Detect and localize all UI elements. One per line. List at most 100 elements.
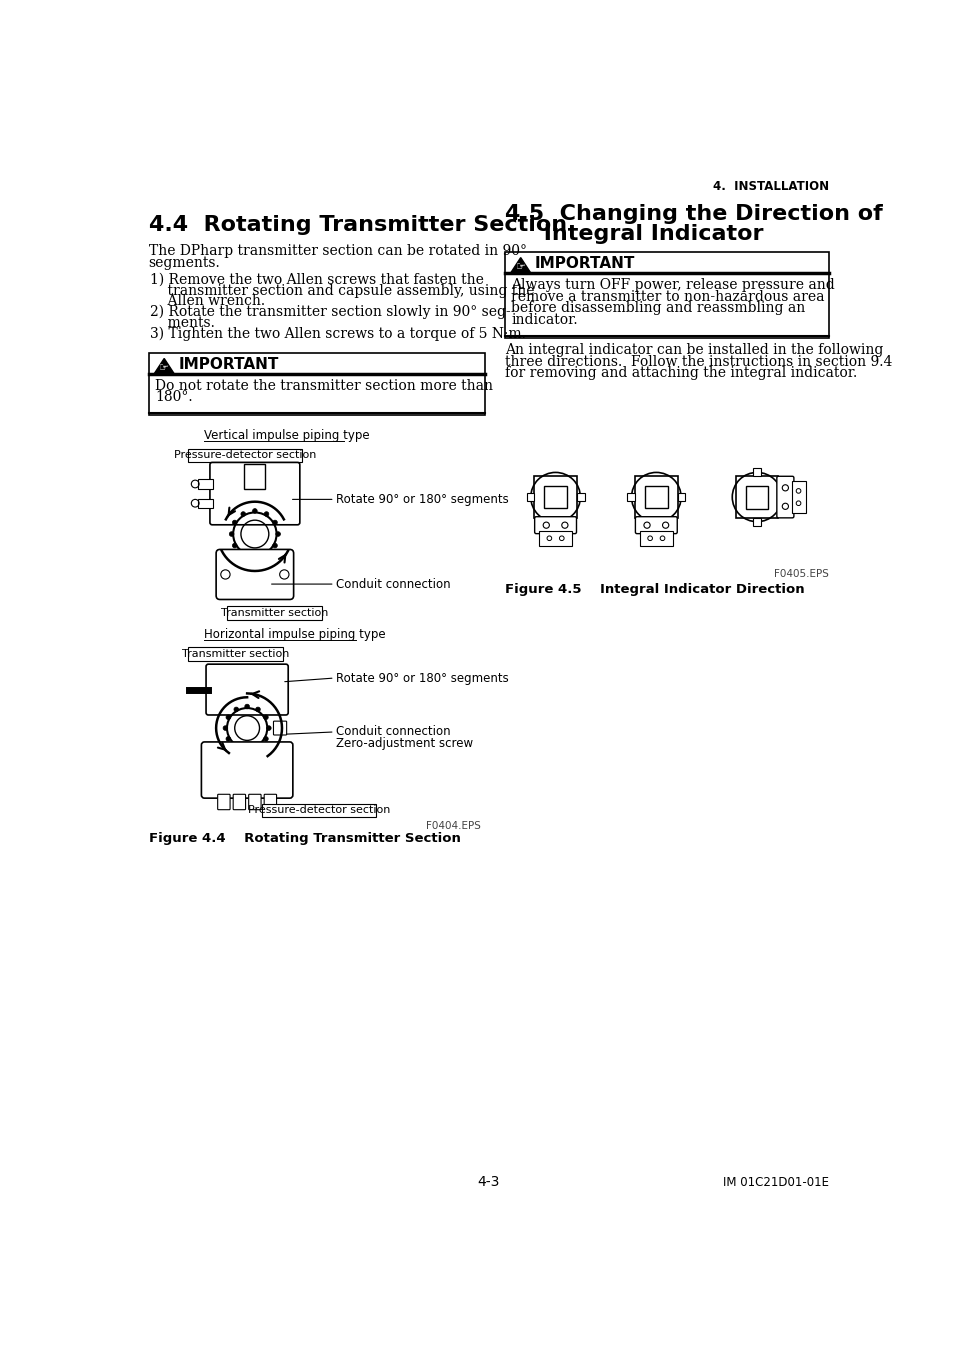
Text: 4-3: 4-3 xyxy=(477,1175,499,1189)
Circle shape xyxy=(229,532,233,536)
Text: Transmitter section: Transmitter section xyxy=(182,648,289,659)
Text: Figure 4.5    Integral Indicator Direction: Figure 4.5 Integral Indicator Direction xyxy=(505,584,804,596)
FancyBboxPatch shape xyxy=(745,485,767,508)
Text: Rotate 90° or 180° segments: Rotate 90° or 180° segments xyxy=(335,493,509,505)
Text: IMPORTANT: IMPORTANT xyxy=(178,357,278,372)
Text: before disassembling and reassmbling an: before disassembling and reassmbling an xyxy=(511,301,804,315)
Text: 4.4  Rotating Transmitter Section: 4.4 Rotating Transmitter Section xyxy=(149,215,566,235)
Circle shape xyxy=(233,520,236,524)
Text: 2) Rotate the transmitter section slowly in 90° seg-: 2) Rotate the transmitter section slowly… xyxy=(150,305,511,319)
Circle shape xyxy=(226,715,231,720)
Text: The DPharp transmitter section can be rotated in 90°: The DPharp transmitter section can be ro… xyxy=(149,245,526,258)
FancyBboxPatch shape xyxy=(197,480,213,489)
Text: ments.: ments. xyxy=(150,316,214,330)
FancyBboxPatch shape xyxy=(249,794,261,809)
FancyBboxPatch shape xyxy=(526,493,534,501)
Text: Allen wrench.: Allen wrench. xyxy=(150,295,265,308)
Polygon shape xyxy=(154,358,174,374)
Text: Pressure-detector section: Pressure-detector section xyxy=(173,450,316,459)
Text: Horizontal impulse piping type: Horizontal impulse piping type xyxy=(204,628,386,640)
Text: Figure 4.4    Rotating Transmitter Section: Figure 4.4 Rotating Transmitter Section xyxy=(149,832,460,844)
Text: 3) Tighten the two Allen screws to a torque of 5 N·m.: 3) Tighten the two Allen screws to a tor… xyxy=(150,327,525,340)
FancyBboxPatch shape xyxy=(627,493,635,501)
Text: 180°.: 180°. xyxy=(154,390,193,404)
FancyBboxPatch shape xyxy=(791,481,805,513)
Text: ☞: ☞ xyxy=(159,362,169,373)
FancyBboxPatch shape xyxy=(677,493,684,501)
FancyBboxPatch shape xyxy=(188,647,282,661)
FancyBboxPatch shape xyxy=(534,476,577,519)
Text: An integral indicator can be installed in the following: An integral indicator can be installed i… xyxy=(505,343,882,357)
Circle shape xyxy=(223,725,228,731)
FancyBboxPatch shape xyxy=(735,476,778,519)
Text: Do not rotate the transmitter section more than: Do not rotate the transmitter section mo… xyxy=(154,380,493,393)
Circle shape xyxy=(273,543,277,549)
Circle shape xyxy=(255,707,260,712)
FancyBboxPatch shape xyxy=(753,519,760,526)
Text: Conduit connection: Conduit connection xyxy=(335,578,451,590)
FancyBboxPatch shape xyxy=(244,463,265,489)
Circle shape xyxy=(266,725,271,731)
Circle shape xyxy=(255,744,260,748)
Circle shape xyxy=(241,551,245,557)
FancyBboxPatch shape xyxy=(261,804,375,817)
FancyBboxPatch shape xyxy=(227,607,321,620)
Circle shape xyxy=(264,551,269,557)
FancyBboxPatch shape xyxy=(210,462,299,524)
Circle shape xyxy=(273,520,277,524)
Text: transmitter section and capsule assembly, using the: transmitter section and capsule assembly… xyxy=(150,284,535,297)
FancyBboxPatch shape xyxy=(753,469,760,476)
FancyBboxPatch shape xyxy=(639,531,672,546)
Text: 4.5  Changing the Direction of: 4.5 Changing the Direction of xyxy=(505,204,882,224)
Text: Rotate 90° or 180° segments: Rotate 90° or 180° segments xyxy=(335,671,509,685)
FancyBboxPatch shape xyxy=(543,486,567,508)
Text: Transmitter section: Transmitter section xyxy=(220,608,328,619)
FancyBboxPatch shape xyxy=(233,794,245,809)
Circle shape xyxy=(263,715,268,720)
Text: for removing and attaching the integral indicator.: for removing and attaching the integral … xyxy=(505,366,857,380)
FancyBboxPatch shape xyxy=(216,550,294,600)
Circle shape xyxy=(233,707,238,712)
Text: Conduit connection: Conduit connection xyxy=(335,725,451,739)
Text: IM 01C21D01-01E: IM 01C21D01-01E xyxy=(722,1175,828,1189)
Circle shape xyxy=(233,744,238,748)
Text: Integral Indicator: Integral Indicator xyxy=(505,224,763,243)
Circle shape xyxy=(226,736,231,742)
Circle shape xyxy=(263,736,268,742)
Text: F0405.EPS: F0405.EPS xyxy=(774,569,828,580)
FancyBboxPatch shape xyxy=(206,665,288,715)
FancyBboxPatch shape xyxy=(534,516,576,534)
Circle shape xyxy=(264,512,269,516)
Circle shape xyxy=(253,508,257,513)
Text: IMPORTANT: IMPORTANT xyxy=(534,257,635,272)
Text: Vertical impulse piping type: Vertical impulse piping type xyxy=(204,430,370,442)
Text: three directions.  Follow the instructions in section 9.4: three directions. Follow the instruction… xyxy=(505,354,892,369)
Text: Always turn OFF power, release pressure and: Always turn OFF power, release pressure … xyxy=(511,278,834,292)
FancyBboxPatch shape xyxy=(188,449,302,462)
FancyBboxPatch shape xyxy=(505,253,828,338)
Polygon shape xyxy=(510,258,530,273)
Circle shape xyxy=(245,747,249,753)
Circle shape xyxy=(275,532,280,536)
Text: 4.  INSTALLATION: 4. INSTALLATION xyxy=(712,180,828,193)
FancyBboxPatch shape xyxy=(197,499,213,508)
Text: 1) Remove the two Allen screws that fasten the: 1) Remove the two Allen screws that fast… xyxy=(150,273,483,286)
Text: remove a transmitter to non-hazardous area: remove a transmitter to non-hazardous ar… xyxy=(511,290,824,304)
FancyBboxPatch shape xyxy=(217,794,230,809)
Circle shape xyxy=(241,512,245,516)
FancyBboxPatch shape xyxy=(149,353,484,415)
FancyBboxPatch shape xyxy=(201,742,293,798)
FancyBboxPatch shape xyxy=(635,516,677,534)
FancyBboxPatch shape xyxy=(644,486,667,508)
FancyBboxPatch shape xyxy=(635,476,677,519)
Circle shape xyxy=(245,704,249,709)
Text: indicator.: indicator. xyxy=(511,313,578,327)
Text: segments.: segments. xyxy=(149,255,220,270)
FancyBboxPatch shape xyxy=(264,794,276,809)
FancyBboxPatch shape xyxy=(776,477,793,517)
Text: ☞: ☞ xyxy=(516,262,525,272)
Text: F0404.EPS: F0404.EPS xyxy=(426,821,480,831)
Circle shape xyxy=(233,543,236,549)
FancyBboxPatch shape xyxy=(274,721,286,735)
FancyBboxPatch shape xyxy=(577,493,584,501)
